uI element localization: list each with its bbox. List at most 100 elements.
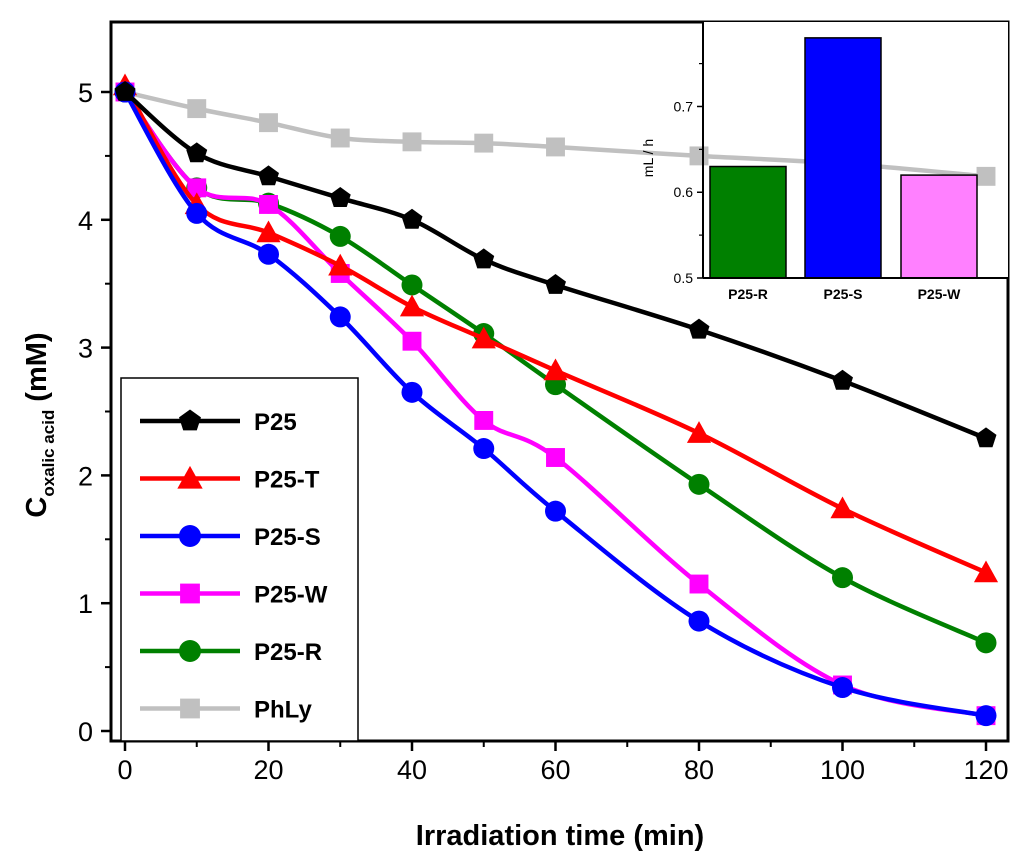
data-point-p25-t: [543, 358, 568, 381]
data-point-p25-r: [832, 567, 853, 589]
data-point-p25-w: [546, 448, 565, 467]
data-point-p25-r: [401, 274, 423, 296]
main-series-group: [112, 73, 999, 727]
legend-marker-phly: [180, 698, 200, 719]
data-point-p25-s: [832, 677, 853, 699]
data-point-p25: [545, 273, 566, 294]
data-point-p25-w: [474, 410, 494, 430]
legend-label-p25-r: P25-R: [254, 639, 322, 666]
inset-bar-p25-s: [804, 37, 882, 279]
x-axis-title: Irradiation time (min): [416, 820, 704, 852]
data-point-phly: [402, 132, 422, 152]
main-plot-frame: [109, 20, 1010, 743]
data-point-p25-t: [256, 220, 281, 243]
series-p25: [114, 80, 997, 448]
data-point-p25: [832, 369, 853, 390]
legend: P25 P25-T P25-S P25-W P25-R PhLy: [120, 377, 359, 742]
data-point-p25: [473, 248, 495, 269]
inset-bar-p25-w: [900, 174, 978, 279]
series-line-p25-w: [123, 90, 987, 718]
legend-item-p25-r: P25-R: [140, 639, 322, 666]
data-point-p25-s: [258, 243, 279, 265]
y-tick-label: 5: [78, 78, 93, 108]
data-point-p25-w: [402, 331, 422, 351]
y-tick-label: 3: [78, 334, 93, 364]
data-point-phly: [187, 99, 207, 119]
inset-category-label: P25-R: [728, 286, 768, 302]
inset-y-tick-label: 0.6: [674, 184, 694, 200]
data-point-phly: [259, 113, 278, 133]
inset-y-tick-label: 0.5: [674, 270, 694, 286]
data-point-p25-s: [186, 202, 208, 224]
y-axis-title-unit: (mM): [21, 332, 53, 401]
data-point-p25-s: [975, 705, 997, 727]
inset-category-label: P25-S: [824, 286, 863, 302]
y-tick-label: 1: [78, 589, 93, 619]
data-point-p25: [329, 187, 351, 207]
y-axis-title-subscript: oxalic acid: [39, 410, 58, 497]
legend-marker-p25-s: [179, 525, 201, 547]
data-point-p25: [114, 80, 136, 101]
legend-label-p25-t: P25-T: [254, 467, 320, 494]
main-plot: 0 20 40 60 80 100 120 0 1 2 3 4 5: [78, 20, 1010, 785]
data-point-p25: [186, 142, 208, 163]
legend-marker-p25-t: [177, 465, 203, 489]
data-point-p25-r: [688, 473, 710, 495]
data-point-phly: [474, 133, 494, 153]
y-axis-title: Coxalic acid (mM): [21, 332, 58, 517]
data-point-p25-s: [688, 610, 710, 632]
data-point-p25-w: [187, 178, 207, 198]
series-p25-s: [114, 81, 997, 727]
legend-item-p25-t: P25-T: [140, 465, 320, 494]
data-point-phly: [546, 137, 565, 157]
data-point-p25: [401, 208, 423, 229]
data-point-p25-r: [329, 225, 351, 247]
data-point-p25-t: [328, 253, 353, 276]
series-line-p25-s: [123, 90, 987, 718]
x-tick-label: 0: [117, 755, 132, 785]
data-point-p25-t: [973, 560, 999, 583]
x-tick-label: 60: [540, 755, 570, 785]
legend-label-p25-w: P25-W: [254, 582, 328, 609]
inset-y-axis-title: mL / h: [640, 139, 656, 177]
legend-item-p25: P25: [140, 409, 297, 436]
data-point-p25-s: [473, 438, 495, 460]
y-tick-label: 2: [78, 461, 93, 491]
legend-label-p25-s: P25-S: [254, 524, 321, 551]
data-point-phly: [330, 128, 350, 148]
x-tick-label: 20: [253, 755, 283, 785]
legend-marker-p25-w: [180, 583, 200, 604]
legend-label-p25: P25: [254, 409, 297, 436]
y-axis-title-main: C: [21, 497, 53, 518]
y-tick-label: 4: [78, 206, 93, 236]
data-point-phly-inset: [976, 166, 996, 186]
data-point-p25-t: [686, 421, 712, 443]
x-tick-label: 120: [963, 755, 1008, 785]
data-point-p25-w: [259, 195, 278, 214]
data-point-phly-inset: [703, 146, 709, 166]
y-tick-label: 0: [78, 717, 93, 747]
legend-label-phly: PhLy: [254, 697, 312, 724]
inset-category-label: P25-W: [918, 286, 962, 302]
inset-bar-p25-r: [709, 165, 787, 279]
legend-marker-p25: [179, 409, 201, 431]
legend-item-phly: PhLy: [140, 697, 312, 724]
inset-y-tick-label: 0.7: [674, 98, 694, 114]
data-point-p25-r: [975, 632, 997, 654]
x-tick-label: 80: [684, 755, 714, 785]
data-point-p25-t: [399, 294, 425, 317]
data-point-p25-t: [830, 496, 855, 519]
legend-box: [120, 377, 359, 742]
data-point-p25: [258, 165, 279, 186]
data-point-p25-s: [545, 500, 566, 522]
x-tick-label: 100: [820, 755, 865, 785]
axes-text: Irradiation time (min) Coxalic acid (mM): [21, 332, 704, 852]
data-point-p25: [975, 427, 997, 448]
inset-bar-chart: P25-R P25-S P25-W 0.5 0.6 0.7 mL / h: [640, 22, 1008, 302]
legend-marker-p25-r: [179, 640, 201, 662]
data-point-p25-s: [329, 306, 351, 328]
legend-item-p25-s: P25-S: [140, 524, 321, 551]
data-point-p25-t: [471, 326, 496, 349]
data-point-p25: [688, 318, 710, 339]
